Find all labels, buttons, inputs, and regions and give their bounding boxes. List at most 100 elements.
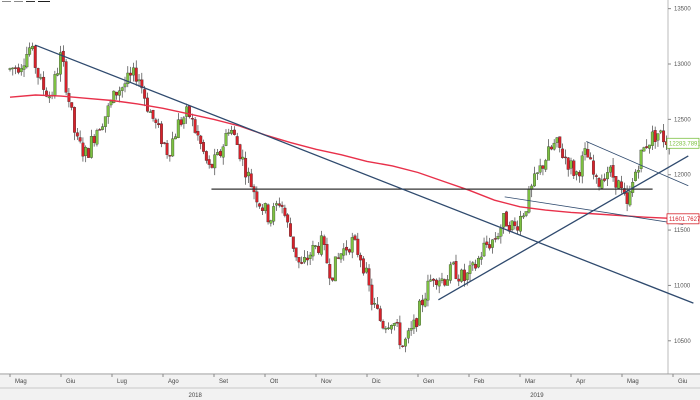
candle-down xyxy=(356,238,360,255)
candle-up xyxy=(580,155,584,177)
candle-up xyxy=(373,303,377,305)
candle-down xyxy=(42,76,46,90)
candle-up xyxy=(460,269,464,282)
candle-up xyxy=(303,257,306,263)
candle-up xyxy=(519,215,522,232)
candle-down xyxy=(620,181,623,189)
candle-up xyxy=(364,267,368,273)
candle-down xyxy=(549,146,553,150)
candle-down xyxy=(277,203,281,206)
value-tag-box xyxy=(666,137,700,149)
candle-down xyxy=(143,89,147,99)
candle-up xyxy=(112,90,116,103)
x-tick-label: Nov xyxy=(321,379,332,385)
candle-down xyxy=(493,238,497,240)
candle-up xyxy=(499,227,503,237)
candle-up xyxy=(47,96,51,99)
candle-up xyxy=(182,117,186,125)
candle-down xyxy=(653,130,657,143)
candle-up xyxy=(575,171,579,175)
y-tick-label: 10500 xyxy=(674,339,691,345)
candle-down xyxy=(291,236,295,249)
candle-up xyxy=(227,132,231,134)
candle-down xyxy=(300,262,304,264)
y-tick-label: 11500 xyxy=(674,228,691,234)
candle-up xyxy=(319,235,323,255)
candle-up xyxy=(314,245,318,247)
candle-up xyxy=(39,77,43,79)
candle-down xyxy=(331,277,335,281)
candle-up xyxy=(659,130,663,133)
candle-down xyxy=(266,204,270,223)
trend-line xyxy=(35,44,694,304)
candle-down xyxy=(611,165,615,178)
candle-down xyxy=(395,322,399,324)
candle-down xyxy=(328,264,332,279)
candle-up xyxy=(448,264,452,281)
candle-up xyxy=(465,272,469,281)
candle-down xyxy=(92,136,96,143)
candle-up xyxy=(521,215,525,218)
candle-up xyxy=(384,327,388,330)
candle-up xyxy=(409,328,413,331)
candle-up xyxy=(8,68,12,70)
candle-down xyxy=(622,188,626,194)
candle-up xyxy=(538,165,542,173)
candle-up xyxy=(544,160,548,170)
candle-down xyxy=(485,241,489,245)
candle-down xyxy=(434,279,438,285)
y-tick-label: 13500 xyxy=(674,7,691,13)
x-tick-label: Feb xyxy=(474,379,485,385)
candle-up xyxy=(608,166,612,173)
candle-up xyxy=(387,327,391,329)
candle-down xyxy=(625,192,629,204)
candle-down xyxy=(140,79,144,89)
candle-up xyxy=(19,68,23,73)
candle-up xyxy=(634,171,637,181)
candle-down xyxy=(594,175,598,177)
candle-up xyxy=(123,83,127,88)
candle-down xyxy=(505,211,508,227)
candle-down xyxy=(294,247,298,258)
candle-up xyxy=(308,254,312,259)
candle-down xyxy=(443,279,447,286)
candle-up xyxy=(263,203,267,211)
candle-down xyxy=(45,90,48,97)
candle-up xyxy=(404,338,407,347)
candle-up xyxy=(482,242,486,257)
candle-up xyxy=(101,126,105,130)
candle-down xyxy=(322,236,326,245)
x-tick-label: Apr xyxy=(576,379,585,385)
candle-up xyxy=(510,220,514,231)
candle-down xyxy=(81,142,85,157)
candle-down xyxy=(591,160,595,175)
candle-up xyxy=(311,245,315,257)
candle-up xyxy=(628,191,632,206)
candle-up xyxy=(533,173,536,187)
candle-down xyxy=(202,142,205,152)
candle-up xyxy=(451,262,455,265)
candle-down xyxy=(381,321,385,329)
value-tag-box xyxy=(666,213,700,225)
candle-up xyxy=(126,72,130,85)
candle-up xyxy=(131,67,135,76)
candle-down xyxy=(361,258,365,274)
candle-up xyxy=(412,319,416,329)
candle-up xyxy=(275,203,278,206)
candle-up xyxy=(583,148,587,155)
candle-down xyxy=(258,203,262,207)
candle-up xyxy=(339,253,343,260)
candle-up xyxy=(30,45,34,49)
candle-up xyxy=(392,323,396,326)
candle-up xyxy=(535,172,539,174)
candle-up xyxy=(213,154,217,169)
candle-up xyxy=(25,54,29,68)
candle-down xyxy=(16,67,20,73)
candle-down xyxy=(33,45,37,68)
candle-down xyxy=(190,117,194,120)
candle-up xyxy=(491,239,494,248)
candle-up xyxy=(468,265,472,274)
x-year-label: 2019 xyxy=(530,393,544,399)
candle-up xyxy=(103,116,107,127)
